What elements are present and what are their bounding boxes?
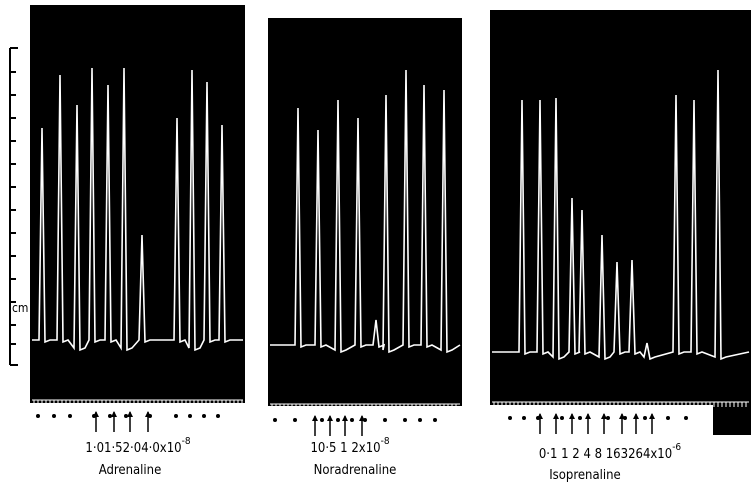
- event-dot: [433, 418, 437, 422]
- event-dot: [350, 418, 354, 422]
- event-dot: [522, 416, 526, 420]
- dose-arrow-head: [127, 411, 133, 417]
- dose: 0·1 1 2 4 8 163264x10: [539, 447, 672, 462]
- panel-background: [30, 5, 245, 403]
- exponent: -8: [381, 436, 390, 447]
- drug-label: Adrenaline: [99, 463, 162, 478]
- figure: cm 1·01·52·04·0x10-8 Adrenaline 10·5 1 2…: [0, 0, 751, 482]
- dose-arrow-head: [633, 413, 639, 419]
- panel-corner: [713, 405, 751, 435]
- event-dot: [666, 416, 670, 420]
- dose-arrow-head: [537, 413, 543, 419]
- event-dot: [188, 414, 192, 418]
- event-dot: [108, 414, 112, 418]
- drug-label: Isoprenaline: [549, 468, 621, 482]
- dose-arrow-head: [553, 413, 559, 419]
- dose-arrow-head: [601, 413, 607, 419]
- event-dot: [684, 416, 688, 420]
- drug-label: Noradrenaline: [314, 463, 397, 478]
- dose: 1·01·52·04·0x10: [85, 441, 181, 456]
- dose-arrow-head: [312, 415, 318, 421]
- event-dot: [508, 416, 512, 420]
- dose-label: 1·01·52·04·0x10-8: [85, 436, 190, 456]
- dose-arrow-head: [569, 413, 575, 419]
- dose-arrow-head: [342, 415, 348, 421]
- event-dot: [216, 414, 220, 418]
- event-dot: [560, 416, 564, 420]
- event-dot: [336, 418, 340, 422]
- event-dot: [320, 418, 324, 422]
- event-dot: [68, 414, 72, 418]
- scale-bar: [10, 48, 18, 365]
- exponent: -6: [672, 442, 681, 453]
- event-dot: [383, 418, 387, 422]
- event-dot: [124, 414, 128, 418]
- dose-arrow-head: [585, 413, 591, 419]
- exponent: -8: [182, 436, 191, 447]
- event-dot: [578, 416, 582, 420]
- dose-arrow-head: [359, 415, 365, 421]
- event-dot: [293, 418, 297, 422]
- dose-label: 0·1 1 2 4 8 163264x10-6: [539, 442, 682, 462]
- dose-arrow-head: [145, 411, 151, 417]
- event-dot: [606, 416, 610, 420]
- event-dot: [202, 414, 206, 418]
- event-dot: [418, 418, 422, 422]
- dose-label: 10·5 1 2x10-8: [310, 436, 389, 456]
- dose-arrow-head: [111, 411, 117, 417]
- dose-arrow-head: [327, 415, 333, 421]
- event-dot: [52, 414, 56, 418]
- event-dot: [174, 414, 178, 418]
- event-dot: [403, 418, 407, 422]
- dose-arrow-head: [649, 413, 655, 419]
- event-dot: [643, 416, 647, 420]
- dose: 10·5 1 2x10: [310, 441, 380, 456]
- labels: 1·01·52·04·0x10-8 Adrenaline 10·5 1 2x10…: [85, 436, 681, 482]
- event-dot: [273, 418, 277, 422]
- dose-arrow-head: [619, 413, 625, 419]
- event-dot: [36, 414, 40, 418]
- scale-label: cm: [12, 301, 28, 315]
- dose-arrow-head: [93, 411, 99, 417]
